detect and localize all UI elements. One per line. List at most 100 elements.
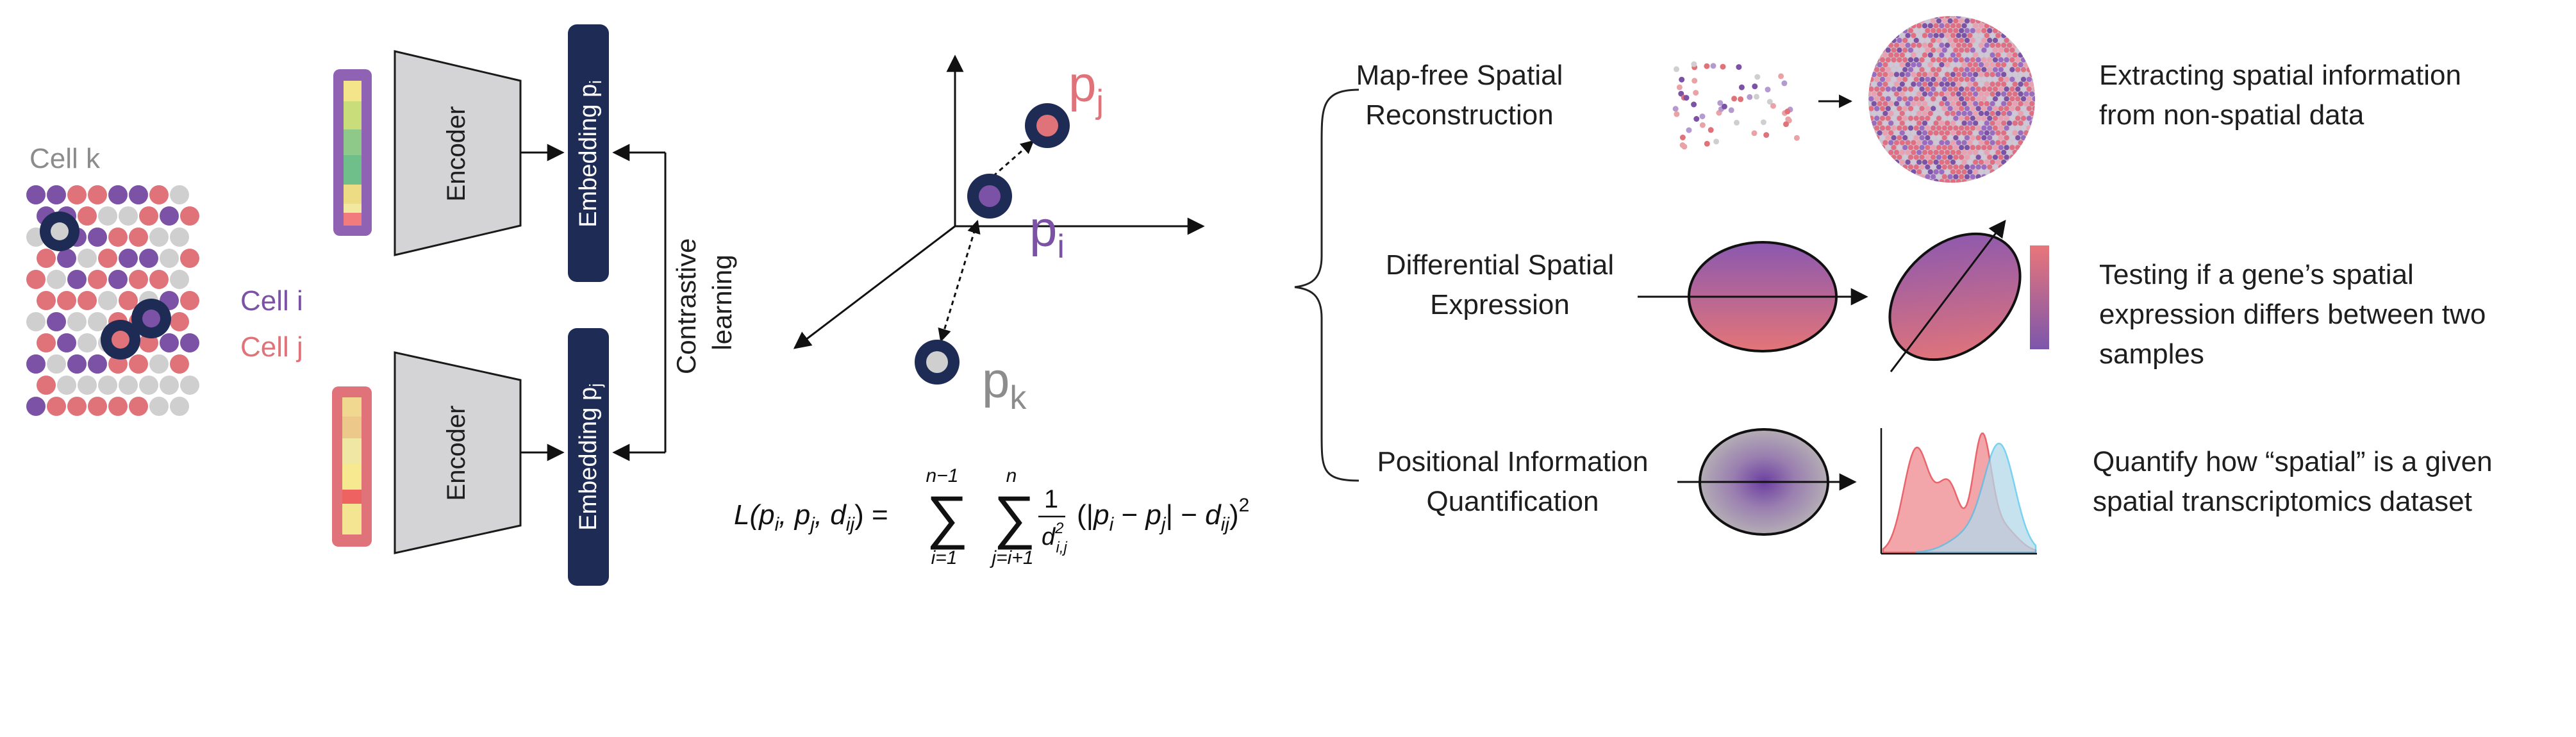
- tissue-spot: [2012, 42, 2018, 48]
- tissue-spot: [1939, 110, 1945, 117]
- tissue-spot: [1970, 154, 1975, 160]
- tissue-spot: [1970, 67, 1975, 72]
- tissue-spot: [1992, 28, 1998, 33]
- tissue-spot: [1922, 179, 1928, 183]
- grid-cell: [78, 249, 97, 268]
- tissue-spot: [1984, 81, 1990, 87]
- tissue-spot: [1967, 140, 1973, 145]
- tissue-spot: [1931, 184, 1936, 189]
- tissue-spot: [1998, 145, 2004, 151]
- tissue-spot: [1913, 18, 1919, 24]
- tissue-spot: [2029, 42, 2035, 48]
- tissue-spot: [1981, 174, 1987, 179]
- tissue-spot: [1973, 23, 1979, 29]
- tissue-spot: [1936, 76, 1942, 82]
- tissue-spot: [2001, 120, 2007, 126]
- tissue-spot: [1964, 115, 1970, 121]
- tissue-spot: [1891, 106, 1897, 112]
- tissue-spot: [1891, 135, 1897, 141]
- tissue-spot: [2029, 16, 2035, 19]
- tissue-spot: [1947, 96, 1953, 102]
- tissue-spot: [1941, 145, 1947, 151]
- tissue-spot: [1981, 145, 1987, 151]
- grid-cell: [47, 185, 66, 204]
- tissue-spot: [1911, 16, 1916, 19]
- svg-text:Contrastive learning: Contrastive learning: [671, 231, 737, 374]
- tissue-spot: [2009, 115, 2015, 121]
- tissue-spot: [1964, 125, 1970, 131]
- tissue-spot: [1978, 62, 1984, 68]
- grid-cell: [170, 185, 189, 204]
- tissue-spot: [1891, 37, 1897, 44]
- tissue-spot: [1967, 120, 1973, 126]
- tissue-spot: [1998, 125, 2004, 131]
- tissue-spot: [2032, 57, 2035, 63]
- scatter-dot: [1793, 135, 1800, 141]
- tissue-spot: [2012, 81, 2018, 87]
- tissue-spot: [1882, 42, 1888, 48]
- tissue-spot: [1888, 159, 1894, 165]
- grid-cell: [88, 354, 107, 374]
- tissue-spot: [1885, 57, 1891, 63]
- tissue-spot: [2026, 28, 2032, 33]
- grid-cell: [149, 228, 169, 247]
- tissue-spot: [1899, 23, 1905, 29]
- expression-vector-j: [332, 386, 372, 547]
- tissue-spot: [2015, 67, 2021, 72]
- gradient-scale-bar: [2030, 245, 2049, 349]
- tissue-spot: [2038, 18, 2043, 23]
- tissue-spot: [1953, 76, 1959, 82]
- tissue-spot: [2004, 18, 2009, 24]
- tissue-spot: [2029, 33, 2035, 38]
- tissue-spot: [2020, 57, 2027, 63]
- tissue-spot: [1978, 42, 1984, 48]
- tissue-spot: [1893, 159, 1900, 165]
- tissue-spot: [1919, 115, 1925, 121]
- tissue-spot: [1981, 164, 1987, 170]
- tissue-spot: [1939, 101, 1945, 106]
- tissue-spot: [2001, 140, 2007, 145]
- tissue-spot: [1945, 72, 1950, 78]
- tissue-spot: [1902, 37, 1908, 44]
- tissue-spot: [1905, 179, 1911, 183]
- tissue-spot: [1877, 179, 1882, 183]
- tissue-spot: [2029, 23, 2035, 29]
- tissue-spot: [1933, 62, 1939, 68]
- tissue-spot: [2012, 169, 2018, 175]
- tissue-spot: [1933, 149, 1939, 155]
- tissue-spot: [1927, 62, 1933, 68]
- tissue-spot: [1925, 154, 1931, 160]
- tissue-spot: [1907, 125, 1914, 131]
- distribution-plot: [1880, 428, 2037, 555]
- tissue-spot: [1990, 62, 1995, 68]
- scatter-dot: [1720, 63, 1726, 70]
- tissue-spot: [1950, 91, 1956, 97]
- tissue-spot: [1933, 72, 1939, 78]
- tissue-spot: [2004, 115, 2009, 121]
- tissue-spot: [1992, 125, 1998, 131]
- tissue-spot: [2015, 96, 2021, 102]
- scatter-dot: [1736, 64, 1742, 70]
- tissue-spot: [1956, 140, 1961, 145]
- tissue-spot: [1882, 81, 1888, 87]
- scatter-dot: [1781, 80, 1788, 87]
- tissue-spot: [1897, 28, 1902, 33]
- tissue-spot: [1987, 106, 1993, 112]
- tissue-spot: [1899, 159, 1905, 165]
- tissue-spot: [1919, 154, 1925, 160]
- tissue-spot: [1868, 154, 1874, 160]
- tissue-spot: [1995, 159, 2001, 165]
- embedding-bottom-sub: j: [586, 383, 605, 388]
- tissue-spot: [1931, 154, 1936, 160]
- tissue-spot: [1987, 86, 1993, 92]
- tissue-spot: [1927, 81, 1933, 87]
- tissue-spot: [1939, 169, 1945, 175]
- tissue-spot: [2015, 184, 2020, 189]
- tissue-spot: [1916, 81, 1922, 87]
- scatter-dot: [1783, 121, 1789, 128]
- tissue-spot: [1931, 37, 1936, 44]
- tissue-spot: [2001, 101, 2007, 106]
- tissue-spot: [1970, 86, 1975, 92]
- tissue-spot: [1911, 140, 1916, 145]
- tissue-spot: [1871, 130, 1877, 136]
